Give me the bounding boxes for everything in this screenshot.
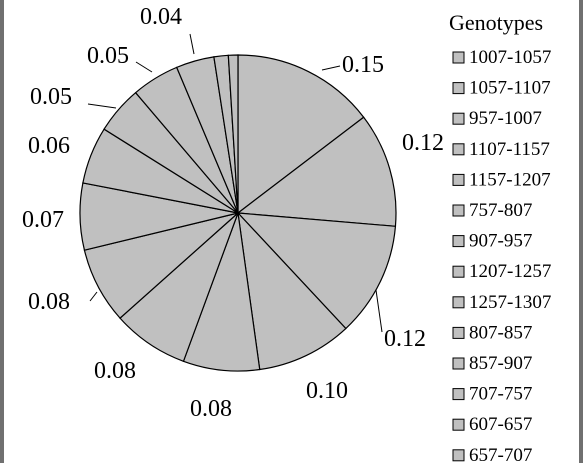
legend-swatch-807-857 <box>452 326 465 339</box>
legend-swatch-1057-1107 <box>452 82 465 95</box>
legend-label-957-1007: 957-1007 <box>469 108 542 129</box>
pie-slice-657-707 <box>227 54 239 214</box>
pie-slice-1007-1057 <box>237 54 365 215</box>
leader-line-857-907 <box>135 61 153 73</box>
legend-items: 1007-1057 1057-1107 957-1007 1107-1157 1157-… <box>452 47 551 463</box>
legend-label-1157-1207: 1157-1207 <box>469 169 551 190</box>
legend-swatch-857-907 <box>452 357 465 370</box>
slice-label-757-807: 0.08 <box>94 358 136 384</box>
leader-line-957-1007 <box>375 289 383 333</box>
pie-slice-1057-1107 <box>236 116 397 227</box>
leader-line-807-857 <box>87 103 117 109</box>
legend-swatch-1157-1207 <box>452 173 465 186</box>
legend-label-857-907: 857-907 <box>469 353 532 374</box>
slice-label-807-857: 0.05 <box>30 84 72 110</box>
legend-swatch-657-707 <box>452 449 465 462</box>
leader-line-707-757 <box>189 33 195 55</box>
slice-label-1257-1307: 0.06 <box>28 133 70 159</box>
legend-swatch-907-957 <box>452 235 465 248</box>
legend-swatch-1007-1057 <box>452 51 465 64</box>
legend-title: Genotypes <box>449 10 543 35</box>
legend-swatch-707-757 <box>452 388 465 401</box>
legend-swatch-1207-1257 <box>452 265 465 278</box>
slice-label-907-957: 0.08 <box>28 289 70 315</box>
legend-label-907-957: 907-957 <box>469 231 532 252</box>
slice-label-707-757: 0.04 <box>140 4 182 30</box>
legend-label-657-707: 657-707 <box>469 445 532 463</box>
slice-label-1057-1107: 0.12 <box>402 130 444 156</box>
legend-swatch-1257-1307 <box>452 296 465 309</box>
legend-swatch-757-807 <box>452 204 465 217</box>
slice-label-857-907: 0.05 <box>87 43 129 69</box>
legend-label-1107-1157: 1107-1157 <box>469 139 550 160</box>
pie-slices <box>79 54 397 372</box>
slice-label-1157-1207: 0.08 <box>190 396 232 422</box>
leader-line-907-957 <box>89 291 98 302</box>
pie-slice-957-1007 <box>236 212 397 330</box>
leader-lines <box>87 33 383 333</box>
legend-label-1007-1057: 1007-1057 <box>469 47 551 68</box>
legend-swatch-607-657 <box>452 418 465 431</box>
legend-label-607-657: 607-657 <box>469 414 532 435</box>
legend-label-707-757: 707-757 <box>469 384 532 405</box>
slice-label-957-1007: 0.12 <box>384 326 426 352</box>
pie-chart: 0.15 0.12 0.12 0.10 0.08 0.08 0.08 0.07 0.06 0.05… <box>22 4 551 463</box>
pie-slice-1107-1157 <box>237 211 347 371</box>
slice-label-1107-1157: 0.10 <box>306 378 348 404</box>
leader-line-1007-1057 <box>321 65 341 71</box>
legend-label-1207-1257: 1207-1257 <box>469 261 551 282</box>
legend-label-757-807: 757-807 <box>469 200 532 221</box>
legend-label-807-857: 807-857 <box>469 322 532 343</box>
slice-label-1207-1257: 0.07 <box>22 207 64 233</box>
legend: Genotypes 1007-1057 1057-1107 957-1007 1107… <box>449 10 551 463</box>
legend-swatch-1107-1157 <box>452 143 465 156</box>
legend-swatch-957-1007 <box>452 112 465 125</box>
legend-label-1257-1307: 1257-1307 <box>469 292 551 313</box>
slice-value-labels: 0.15 0.12 0.12 0.10 0.08 0.08 0.08 0.07 0.06 0.05… <box>22 4 444 422</box>
legend-label-1057-1107: 1057-1107 <box>469 78 551 99</box>
slice-label-1007-1057: 0.15 <box>342 52 384 78</box>
